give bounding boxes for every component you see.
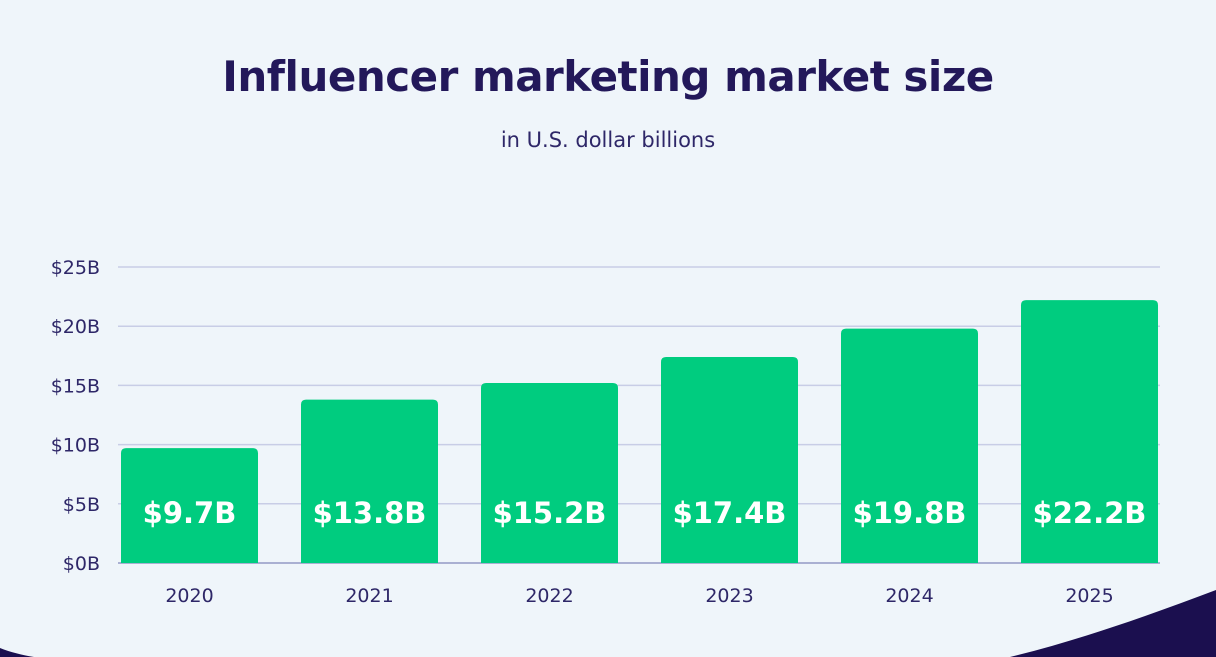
data-label-2020: $9.7B: [143, 496, 237, 530]
data-labels: $9.7B $13.8B $15.2B $17.4B $19.8B $22.2B: [143, 496, 1147, 530]
data-label-2022: $15.2B: [493, 496, 607, 530]
data-label-2023: $17.4B: [673, 496, 787, 530]
bar-2020: [121, 448, 258, 563]
bar-2023: [661, 356, 798, 563]
data-label-2021: $13.8B: [313, 496, 427, 530]
y-tick-label: $0B: [63, 553, 100, 575]
x-tick-label-2024: 2024: [885, 585, 933, 607]
bars: [121, 300, 1158, 563]
bar-2024: [841, 328, 978, 563]
chart-subtitle: in U.S. dollar billions: [500, 128, 716, 152]
y-tick-label: $10B: [51, 435, 100, 457]
corner-accent-shape: [0, 590, 1216, 657]
data-label-2025: $22.2B: [1033, 496, 1147, 530]
chart-title: Influencer marketing market size: [222, 52, 994, 101]
x-axis-ticks: 2020 2021 2022 2023 2024 2025: [165, 585, 1113, 607]
x-tick-label-2025: 2025: [1065, 585, 1113, 607]
x-tick-label-2021: 2021: [345, 585, 393, 607]
x-tick-label-2022: 2022: [525, 585, 573, 607]
y-tick-label: $5B: [63, 494, 100, 516]
bar-2022: [481, 383, 618, 563]
x-tick-label-2020: 2020: [165, 585, 213, 607]
y-tick-label: $25B: [51, 257, 100, 279]
x-tick-label-2023: 2023: [705, 585, 753, 607]
y-tick-label: $20B: [51, 316, 100, 338]
bar-2025: [1021, 300, 1158, 563]
y-tick-label: $15B: [51, 375, 100, 397]
y-axis-ticks: $0B $5B $10B $15B $20B $25B: [51, 257, 100, 575]
bar-2021: [301, 399, 438, 563]
data-label-2024: $19.8B: [853, 496, 967, 530]
gridlines: [118, 266, 1160, 564]
